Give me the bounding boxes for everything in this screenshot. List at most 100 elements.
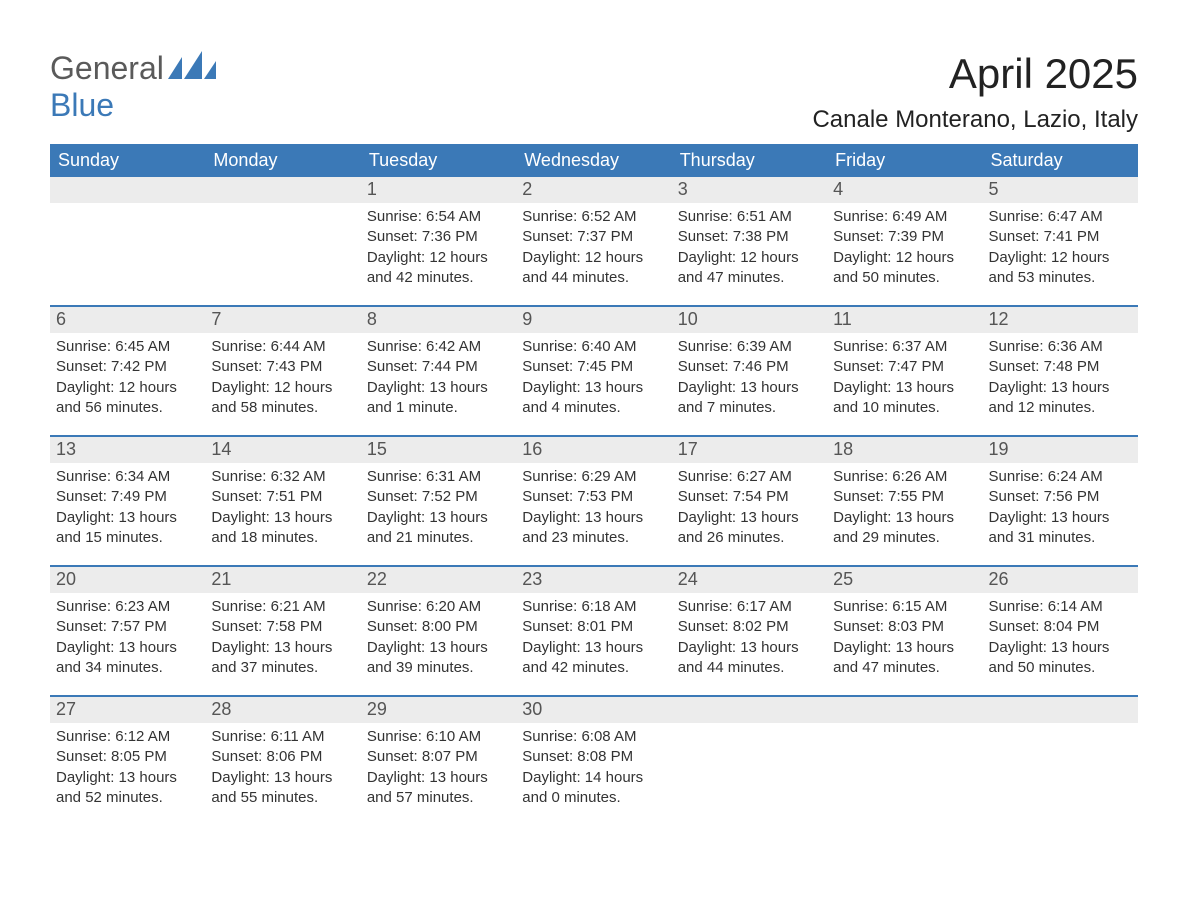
day-number bbox=[983, 697, 1138, 723]
day-cell: 8Sunrise: 6:42 AMSunset: 7:44 PMDaylight… bbox=[361, 307, 516, 435]
daylight-text: Daylight: 12 hours and 50 minutes. bbox=[833, 248, 976, 289]
page: General Blue April 2025 Canale Monterano… bbox=[0, 0, 1188, 825]
day-cell bbox=[672, 697, 827, 825]
daylight-text: Daylight: 14 hours and 0 minutes. bbox=[522, 768, 665, 809]
daylight-text: Daylight: 13 hours and 12 minutes. bbox=[989, 378, 1132, 419]
day-details: Sunrise: 6:39 AMSunset: 7:46 PMDaylight:… bbox=[672, 333, 827, 426]
day-cell: 1Sunrise: 6:54 AMSunset: 7:36 PMDaylight… bbox=[361, 177, 516, 305]
day-cell: 18Sunrise: 6:26 AMSunset: 7:55 PMDayligh… bbox=[827, 437, 982, 565]
day-cell: 10Sunrise: 6:39 AMSunset: 7:46 PMDayligh… bbox=[672, 307, 827, 435]
week-row: 27Sunrise: 6:12 AMSunset: 8:05 PMDayligh… bbox=[50, 695, 1138, 825]
sunrise-text: Sunrise: 6:37 AM bbox=[833, 337, 976, 357]
daylight-text: Daylight: 12 hours and 44 minutes. bbox=[522, 248, 665, 289]
calendar: SundayMondayTuesdayWednesdayThursdayFrid… bbox=[50, 144, 1138, 825]
sunrise-text: Sunrise: 6:47 AM bbox=[989, 207, 1132, 227]
weekday-header: Sunday bbox=[50, 144, 205, 177]
sunrise-text: Sunrise: 6:14 AM bbox=[989, 597, 1132, 617]
sunset-text: Sunset: 7:47 PM bbox=[833, 357, 976, 377]
day-number: 28 bbox=[205, 697, 360, 723]
sunset-text: Sunset: 8:01 PM bbox=[522, 617, 665, 637]
sunrise-text: Sunrise: 6:29 AM bbox=[522, 467, 665, 487]
sunset-text: Sunset: 7:45 PM bbox=[522, 357, 665, 377]
day-number: 23 bbox=[516, 567, 671, 593]
day-cell: 6Sunrise: 6:45 AMSunset: 7:42 PMDaylight… bbox=[50, 307, 205, 435]
daylight-text: Daylight: 13 hours and 50 minutes. bbox=[989, 638, 1132, 679]
daylight-text: Daylight: 13 hours and 1 minute. bbox=[367, 378, 510, 419]
day-cell: 14Sunrise: 6:32 AMSunset: 7:51 PMDayligh… bbox=[205, 437, 360, 565]
daylight-text: Daylight: 13 hours and 44 minutes. bbox=[678, 638, 821, 679]
day-cell: 13Sunrise: 6:34 AMSunset: 7:49 PMDayligh… bbox=[50, 437, 205, 565]
day-number: 11 bbox=[827, 307, 982, 333]
day-details: Sunrise: 6:29 AMSunset: 7:53 PMDaylight:… bbox=[516, 463, 671, 556]
day-details: Sunrise: 6:49 AMSunset: 7:39 PMDaylight:… bbox=[827, 203, 982, 296]
sunset-text: Sunset: 7:38 PM bbox=[678, 227, 821, 247]
day-cell: 11Sunrise: 6:37 AMSunset: 7:47 PMDayligh… bbox=[827, 307, 982, 435]
logo-flag-icon bbox=[168, 51, 216, 79]
sunset-text: Sunset: 7:37 PM bbox=[522, 227, 665, 247]
day-details: Sunrise: 6:26 AMSunset: 7:55 PMDaylight:… bbox=[827, 463, 982, 556]
daylight-text: Daylight: 13 hours and 7 minutes. bbox=[678, 378, 821, 419]
sunrise-text: Sunrise: 6:12 AM bbox=[56, 727, 199, 747]
daylight-text: Daylight: 13 hours and 52 minutes. bbox=[56, 768, 199, 809]
day-number: 29 bbox=[361, 697, 516, 723]
day-details: Sunrise: 6:14 AMSunset: 8:04 PMDaylight:… bbox=[983, 593, 1138, 686]
day-cell: 12Sunrise: 6:36 AMSunset: 7:48 PMDayligh… bbox=[983, 307, 1138, 435]
sunrise-text: Sunrise: 6:40 AM bbox=[522, 337, 665, 357]
day-cell: 25Sunrise: 6:15 AMSunset: 8:03 PMDayligh… bbox=[827, 567, 982, 695]
sunset-text: Sunset: 8:03 PM bbox=[833, 617, 976, 637]
sunset-text: Sunset: 8:02 PM bbox=[678, 617, 821, 637]
logo-part2: Blue bbox=[50, 87, 114, 123]
day-details: Sunrise: 6:18 AMSunset: 8:01 PMDaylight:… bbox=[516, 593, 671, 686]
day-details: Sunrise: 6:21 AMSunset: 7:58 PMDaylight:… bbox=[205, 593, 360, 686]
sunrise-text: Sunrise: 6:27 AM bbox=[678, 467, 821, 487]
day-number: 20 bbox=[50, 567, 205, 593]
day-number: 2 bbox=[516, 177, 671, 203]
weekday-header: Saturday bbox=[983, 144, 1138, 177]
weekday-header: Monday bbox=[205, 144, 360, 177]
weekday-header: Friday bbox=[827, 144, 982, 177]
day-cell: 29Sunrise: 6:10 AMSunset: 8:07 PMDayligh… bbox=[361, 697, 516, 825]
daylight-text: Daylight: 13 hours and 39 minutes. bbox=[367, 638, 510, 679]
sunset-text: Sunset: 8:06 PM bbox=[211, 747, 354, 767]
day-number: 27 bbox=[50, 697, 205, 723]
sunset-text: Sunset: 7:51 PM bbox=[211, 487, 354, 507]
sunset-text: Sunset: 7:52 PM bbox=[367, 487, 510, 507]
day-details: Sunrise: 6:15 AMSunset: 8:03 PMDaylight:… bbox=[827, 593, 982, 686]
day-details: Sunrise: 6:17 AMSunset: 8:02 PMDaylight:… bbox=[672, 593, 827, 686]
day-details: Sunrise: 6:24 AMSunset: 7:56 PMDaylight:… bbox=[983, 463, 1138, 556]
day-details: Sunrise: 6:54 AMSunset: 7:36 PMDaylight:… bbox=[361, 203, 516, 296]
weekday-header: Wednesday bbox=[516, 144, 671, 177]
week-row: 1Sunrise: 6:54 AMSunset: 7:36 PMDaylight… bbox=[50, 177, 1138, 305]
daylight-text: Daylight: 12 hours and 58 minutes. bbox=[211, 378, 354, 419]
weekday-header: Thursday bbox=[672, 144, 827, 177]
daylight-text: Daylight: 13 hours and 42 minutes. bbox=[522, 638, 665, 679]
sunset-text: Sunset: 7:44 PM bbox=[367, 357, 510, 377]
sunrise-text: Sunrise: 6:31 AM bbox=[367, 467, 510, 487]
sunrise-text: Sunrise: 6:08 AM bbox=[522, 727, 665, 747]
day-number: 5 bbox=[983, 177, 1138, 203]
day-details: Sunrise: 6:47 AMSunset: 7:41 PMDaylight:… bbox=[983, 203, 1138, 296]
sunset-text: Sunset: 7:39 PM bbox=[833, 227, 976, 247]
day-number bbox=[205, 177, 360, 203]
sunrise-text: Sunrise: 6:11 AM bbox=[211, 727, 354, 747]
day-details: Sunrise: 6:12 AMSunset: 8:05 PMDaylight:… bbox=[50, 723, 205, 816]
sunset-text: Sunset: 7:36 PM bbox=[367, 227, 510, 247]
sunset-text: Sunset: 7:56 PM bbox=[989, 487, 1132, 507]
day-number: 15 bbox=[361, 437, 516, 463]
sunset-text: Sunset: 8:07 PM bbox=[367, 747, 510, 767]
daylight-text: Daylight: 13 hours and 34 minutes. bbox=[56, 638, 199, 679]
day-details: Sunrise: 6:52 AMSunset: 7:37 PMDaylight:… bbox=[516, 203, 671, 296]
header-row: General Blue April 2025 Canale Monterano… bbox=[50, 50, 1138, 144]
sunrise-text: Sunrise: 6:23 AM bbox=[56, 597, 199, 617]
day-number bbox=[50, 177, 205, 203]
day-details: Sunrise: 6:37 AMSunset: 7:47 PMDaylight:… bbox=[827, 333, 982, 426]
daylight-text: Daylight: 13 hours and 21 minutes. bbox=[367, 508, 510, 549]
sunrise-text: Sunrise: 6:24 AM bbox=[989, 467, 1132, 487]
location-subtitle: Canale Monterano, Lazio, Italy bbox=[812, 106, 1138, 134]
daylight-text: Daylight: 13 hours and 29 minutes. bbox=[833, 508, 976, 549]
day-number: 19 bbox=[983, 437, 1138, 463]
day-cell: 15 Sunrise: 6:31 AMSunset: 7:52 PMDayligh… bbox=[361, 437, 516, 565]
day-cell: 7Sunrise: 6:44 AMSunset: 7:43 PMDaylight… bbox=[205, 307, 360, 435]
day-cell: 28Sunrise: 6:11 AMSunset: 8:06 PMDayligh… bbox=[205, 697, 360, 825]
daylight-text: Daylight: 13 hours and 37 minutes. bbox=[211, 638, 354, 679]
